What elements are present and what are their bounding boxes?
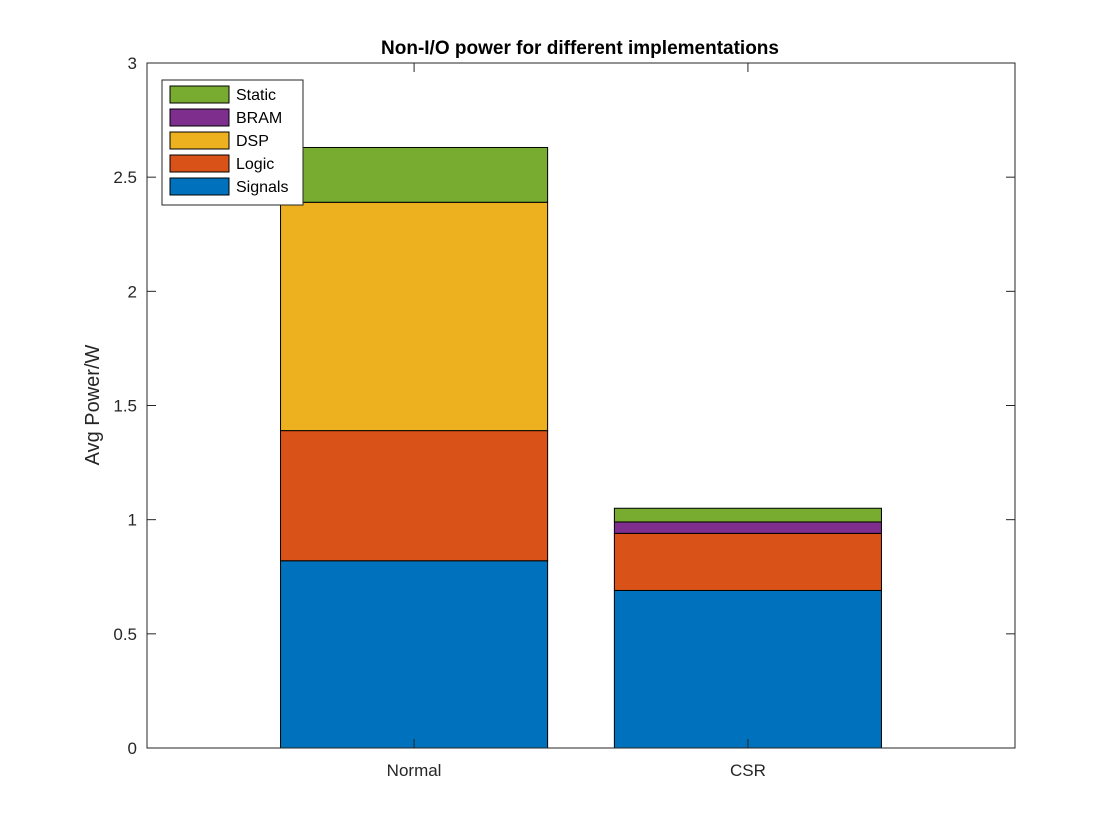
- ticks: 0 0.5 1 1.5 2 2.5 3 Normal CSR: [113, 54, 1015, 780]
- legend-label-logic: Logic: [236, 156, 274, 173]
- legend-swatch-signals: [169, 177, 230, 196]
- y-tick-label: 3: [128, 54, 137, 73]
- legend-label-static: Static: [236, 87, 276, 104]
- y-tick-label: 0: [128, 739, 137, 758]
- legend-swatch-bram: [169, 108, 230, 127]
- y-tick-label: 2: [128, 282, 137, 301]
- y-tick-label: 2.5: [113, 168, 137, 187]
- bar-logic-normal: [280, 430, 549, 562]
- legend-swatch-static: [169, 85, 230, 104]
- bar-logic-csr: [613, 532, 882, 591]
- bar-signals-normal: [280, 560, 549, 749]
- legend: Static BRAM DSP Logic Signals: [161, 79, 304, 206]
- bars: [280, 146, 882, 749]
- x-tick-label: CSR: [730, 761, 766, 780]
- chart-title: Non-I/O power for different implementati…: [381, 38, 779, 59]
- legend-label-dsp: DSP: [236, 133, 269, 150]
- bar-static-normal: [280, 146, 549, 203]
- bar-dsp-normal: [280, 201, 549, 432]
- legend-swatch-logic: [169, 154, 230, 173]
- y-tick-label: 1: [128, 511, 137, 530]
- y-tick-label: 1.5: [113, 397, 137, 416]
- bar-signals-csr: [613, 589, 882, 749]
- legend-label-signals: Signals: [236, 179, 288, 196]
- x-tick-label: Normal: [387, 761, 442, 780]
- legend-swatch-dsp: [169, 131, 230, 150]
- y-axis-label: Avg Power/W: [82, 344, 104, 465]
- bar-bram-csr: [613, 521, 882, 534]
- y-tick-label: 0.5: [113, 625, 137, 644]
- bar-static-csr: [613, 507, 882, 523]
- legend-label-bram: BRAM: [236, 110, 282, 127]
